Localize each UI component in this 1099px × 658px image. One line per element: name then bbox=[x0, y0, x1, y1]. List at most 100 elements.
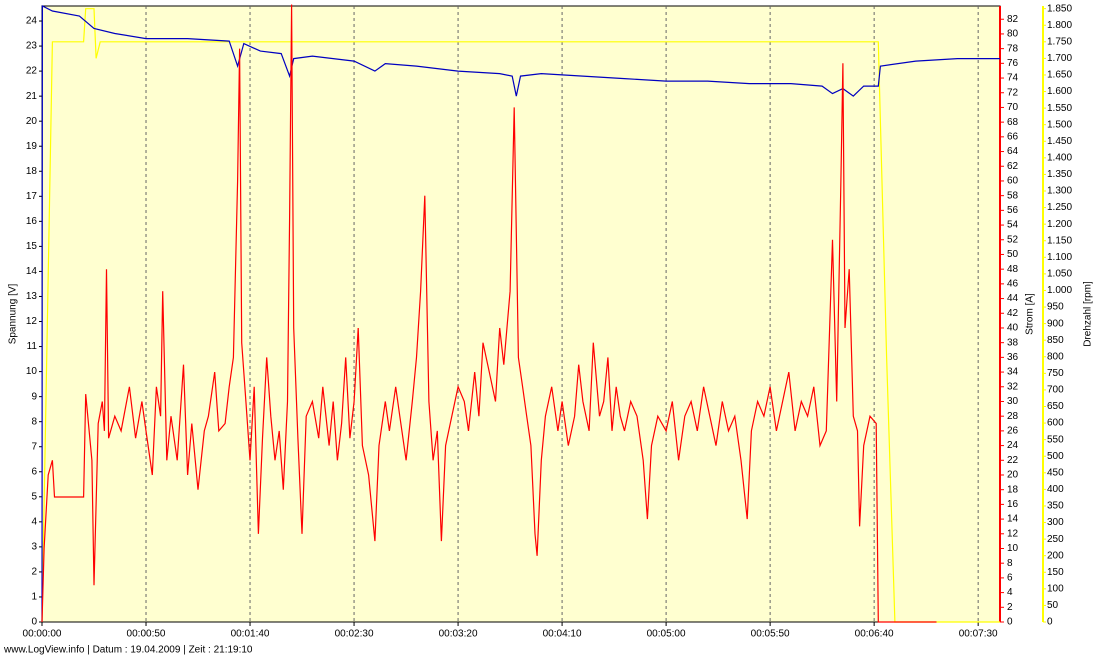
y-tick-label: 6 bbox=[31, 466, 37, 477]
y-tick-label: 21 bbox=[26, 91, 38, 102]
y2-tick-label: 58 bbox=[1007, 190, 1019, 201]
y3-tick-label: 700 bbox=[1047, 385, 1064, 396]
y2-tick-label: 22 bbox=[1007, 455, 1019, 466]
y3-tick-label: 1.350 bbox=[1047, 169, 1072, 180]
y-tick-label: 5 bbox=[31, 491, 37, 502]
x-tick-label: 00:03:20 bbox=[439, 629, 478, 640]
y-tick-label: 3 bbox=[31, 542, 37, 553]
y-tick-label: 16 bbox=[26, 216, 38, 227]
x-tick-label: 00:02:30 bbox=[335, 629, 374, 640]
y3-tick-label: 1.850 bbox=[1047, 3, 1072, 14]
y-tick-label: 11 bbox=[27, 341, 38, 352]
y-tick-label: 10 bbox=[26, 366, 38, 377]
series-line bbox=[41, 8, 1000, 623]
y3-tick-label: 1.800 bbox=[1047, 20, 1072, 31]
y3-tick-label: 1.150 bbox=[1047, 235, 1072, 246]
y2-tick-label: 2 bbox=[1007, 602, 1013, 613]
y3-tick-label: 100 bbox=[1047, 583, 1064, 594]
y3-tick-label: 350 bbox=[1047, 501, 1064, 512]
y2-tick-label: 4 bbox=[1007, 587, 1013, 598]
x-tick-label: 00:00:00 bbox=[23, 629, 62, 640]
y2-tick-label: 32 bbox=[1007, 381, 1019, 392]
y2-tick-label: 30 bbox=[1007, 396, 1019, 407]
series-line bbox=[41, 4, 937, 623]
y-tick-label: 1 bbox=[31, 592, 37, 603]
y3-tick-label: 1.750 bbox=[1047, 36, 1072, 47]
y2-tick-label: 24 bbox=[1007, 440, 1019, 451]
y2-tick-label: 44 bbox=[1007, 293, 1019, 304]
y-tick-label: 23 bbox=[26, 41, 38, 52]
y-tick-label: 22 bbox=[26, 66, 38, 77]
y3-tick-label: 1.400 bbox=[1047, 152, 1072, 163]
y3-tick-label: 600 bbox=[1047, 418, 1064, 429]
y3-tick-label: 900 bbox=[1047, 318, 1064, 329]
y2-tick-label: 78 bbox=[1007, 43, 1019, 54]
y2-tick-label: 80 bbox=[1007, 29, 1019, 40]
y2-tick-label: 66 bbox=[1007, 131, 1019, 142]
y2-tick-label: 26 bbox=[1007, 426, 1019, 437]
y2-tick-label: 76 bbox=[1007, 58, 1019, 69]
y3-tick-label: 1.500 bbox=[1047, 119, 1072, 130]
y3-tick-label: 950 bbox=[1047, 302, 1064, 313]
y2-tick-label: 68 bbox=[1007, 117, 1019, 128]
y-tick-label: 20 bbox=[26, 116, 38, 127]
y3-tick-label: 1.450 bbox=[1047, 136, 1072, 147]
y3-tick-label: 300 bbox=[1047, 517, 1064, 528]
y-axis-label: Spannung [V] bbox=[8, 283, 19, 344]
y2-tick-label: 70 bbox=[1007, 102, 1019, 113]
y-tick-label: 7 bbox=[31, 441, 37, 452]
y2-tick-label: 56 bbox=[1007, 205, 1019, 216]
y2-tick-label: 46 bbox=[1007, 279, 1019, 290]
y3-tick-label: 650 bbox=[1047, 401, 1064, 412]
y2-tick-label: 64 bbox=[1007, 146, 1019, 157]
y2-tick-label: 60 bbox=[1007, 176, 1019, 187]
y2-tick-label: 52 bbox=[1007, 234, 1019, 245]
y2-tick-label: 14 bbox=[1007, 514, 1019, 525]
y-tick-label: 2 bbox=[31, 567, 37, 578]
y2-tick-label: 16 bbox=[1007, 499, 1019, 510]
y3-axis-label: Drehzahl [rpm] bbox=[1083, 281, 1094, 347]
y2-tick-label: 20 bbox=[1007, 470, 1019, 481]
y-tick-label: 14 bbox=[26, 266, 38, 277]
y2-tick-label: 36 bbox=[1007, 352, 1019, 363]
y2-tick-label: 62 bbox=[1007, 161, 1019, 172]
y2-tick-label: 40 bbox=[1007, 323, 1019, 334]
y3-tick-label: 1.300 bbox=[1047, 186, 1072, 197]
y3-tick-label: 500 bbox=[1047, 451, 1064, 462]
y3-tick-label: 1.600 bbox=[1047, 86, 1072, 97]
y3-tick-label: 150 bbox=[1047, 567, 1064, 578]
y2-axis-label: Strom [A] bbox=[1025, 293, 1036, 335]
y3-tick-label: 250 bbox=[1047, 534, 1064, 545]
x-tick-label: 00:05:00 bbox=[647, 629, 686, 640]
x-tick-label: 00:01:40 bbox=[231, 629, 270, 640]
y-tick-label: 4 bbox=[31, 516, 37, 527]
y-tick-label: 18 bbox=[26, 166, 38, 177]
y-tick-label: 9 bbox=[31, 391, 37, 402]
y3-tick-label: 1.100 bbox=[1047, 252, 1072, 263]
y2-tick-label: 12 bbox=[1007, 528, 1019, 539]
y2-tick-label: 50 bbox=[1007, 249, 1019, 260]
y3-tick-label: 1.700 bbox=[1047, 53, 1072, 64]
y-tick-label: 0 bbox=[31, 617, 37, 628]
x-tick-label: 00:06:40 bbox=[855, 629, 894, 640]
y3-tick-label: 400 bbox=[1047, 484, 1064, 495]
y3-tick-label: 1.550 bbox=[1047, 103, 1072, 114]
y2-tick-label: 6 bbox=[1007, 573, 1013, 584]
y3-tick-label: 800 bbox=[1047, 351, 1064, 362]
y-tick-label: 24 bbox=[26, 16, 38, 27]
y2-tick-label: 42 bbox=[1007, 308, 1019, 319]
x-tick-label: 00:00:50 bbox=[127, 629, 166, 640]
y2-tick-label: 72 bbox=[1007, 87, 1019, 98]
y2-tick-label: 0 bbox=[1007, 617, 1013, 628]
y2-tick-label: 48 bbox=[1007, 264, 1019, 275]
y2-tick-label: 38 bbox=[1007, 337, 1019, 348]
y3-tick-label: 1.050 bbox=[1047, 269, 1072, 280]
footer: www.LogView.info | Datum : 19.04.2009 | … bbox=[3, 645, 253, 656]
y3-tick-label: 0 bbox=[1047, 617, 1053, 628]
y2-tick-label: 74 bbox=[1007, 73, 1019, 84]
y2-tick-label: 10 bbox=[1007, 543, 1019, 554]
y-tick-label: 15 bbox=[26, 241, 38, 252]
y2-tick-label: 28 bbox=[1007, 411, 1019, 422]
x-tick-label: 00:04:10 bbox=[543, 629, 582, 640]
